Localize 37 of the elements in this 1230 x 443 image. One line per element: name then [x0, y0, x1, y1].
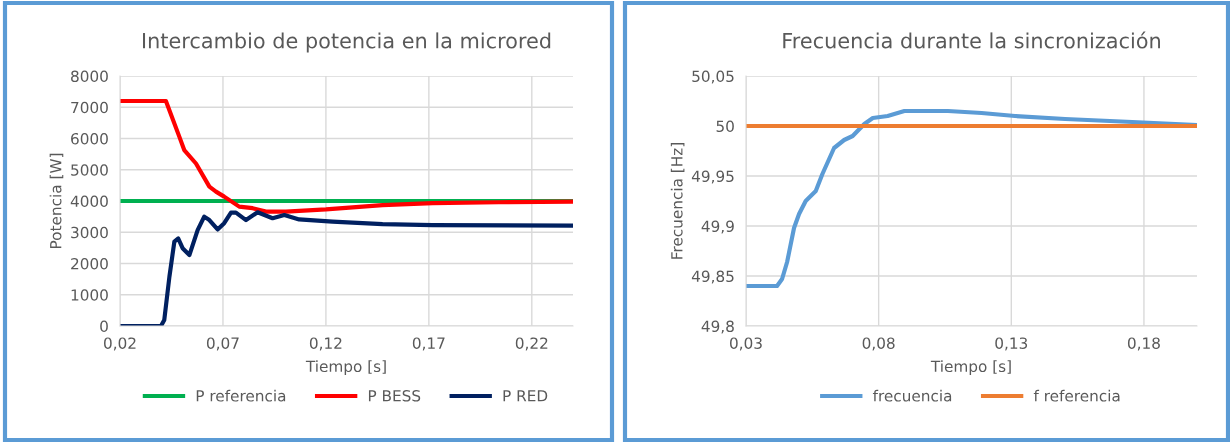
x-tick-label: 0,08 — [862, 337, 895, 351]
legend-label: f referencia — [1033, 389, 1120, 402]
x-tick-label: 0,22 — [515, 337, 548, 351]
legend-label: frecuencia — [872, 389, 952, 402]
y-tick-label: 2000 — [71, 257, 108, 270]
x-tick-label: 0,02 — [104, 337, 136, 351]
y-tick-label: 4000 — [70, 195, 108, 208]
legend-label: P BESS — [368, 390, 421, 402]
y-tick-label: 0 — [100, 320, 108, 333]
x-tick-label: 0,07 — [206, 337, 239, 351]
y-tick-label: 49,9 — [701, 220, 734, 234]
legend-label: P referencia — [196, 389, 286, 402]
chart-title: Frecuencia durante la sincronización — [783, 31, 1160, 49]
line-series — [746, 108, 1197, 289]
y-tick-label: 49,8 — [701, 320, 734, 334]
y-tick-label: 49,85 — [691, 270, 734, 284]
y-tick-label: 1000 — [71, 289, 108, 301]
y-axis-title: Potencia [W] — [49, 153, 64, 248]
x-tick-label: 0,12 — [309, 337, 342, 351]
legend-label: P RED — [503, 390, 548, 402]
y-tick-label: 8000 — [71, 70, 108, 83]
y-tick-label: 49,95 — [691, 170, 734, 184]
y-axis-title: Frecuencia [Hz] — [670, 143, 685, 259]
x-tick-label: 0,13 — [995, 337, 1028, 351]
x-axis-title: Tiempo [s] — [930, 360, 1011, 376]
x-tick-label: 0,17 — [412, 337, 445, 351]
x-tick-label: 0,18 — [1127, 337, 1160, 351]
y-tick-label: 3000 — [71, 226, 108, 239]
x-tick-label: 0,03 — [730, 337, 762, 351]
y-tick-label: 50,05 — [692, 70, 734, 84]
chart-title: Intercambio de potencia en la microred — [142, 32, 551, 53]
y-tick-label: 5000 — [71, 164, 108, 176]
y-tick-label: 6000 — [71, 132, 108, 145]
x-axis-title: Tiempo [s] — [305, 360, 386, 376]
y-tick-label: 7000 — [71, 101, 108, 114]
y-tick-label: 50 — [716, 120, 734, 133]
line-series — [120, 98, 573, 214]
